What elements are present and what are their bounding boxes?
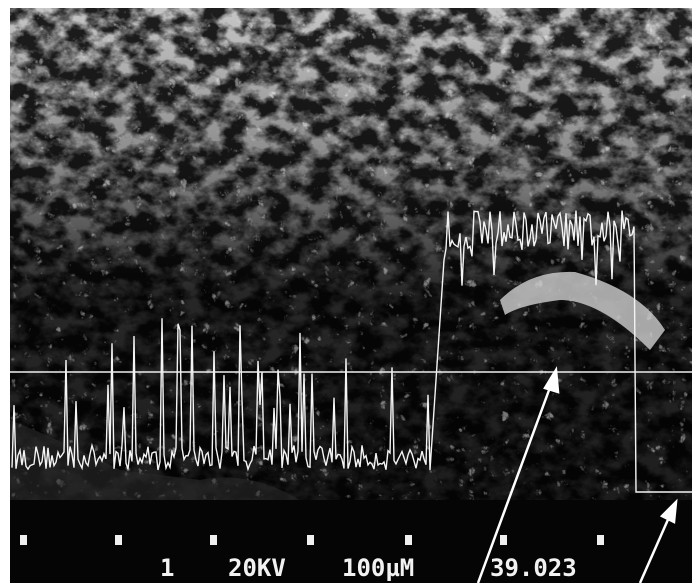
scale-dot xyxy=(405,535,412,545)
scale-dot xyxy=(597,535,604,545)
page: 1 20KV 100µM 39.023 (() => { const data … xyxy=(0,0,692,583)
scale-dot xyxy=(307,535,314,545)
scale-dot xyxy=(20,535,27,545)
frame-id: 39.023 xyxy=(490,554,577,582)
scale-length: 100µM xyxy=(342,554,414,582)
scale-dot xyxy=(115,535,122,545)
micrograph-number: 1 xyxy=(160,554,174,582)
accelerating-voltage: 20KV xyxy=(228,554,286,582)
scale-dot xyxy=(500,535,507,545)
scale-dot xyxy=(210,535,217,545)
surface-highlights xyxy=(10,8,692,508)
micrograph: 1 20KV 100µM 39.023 xyxy=(0,0,692,583)
